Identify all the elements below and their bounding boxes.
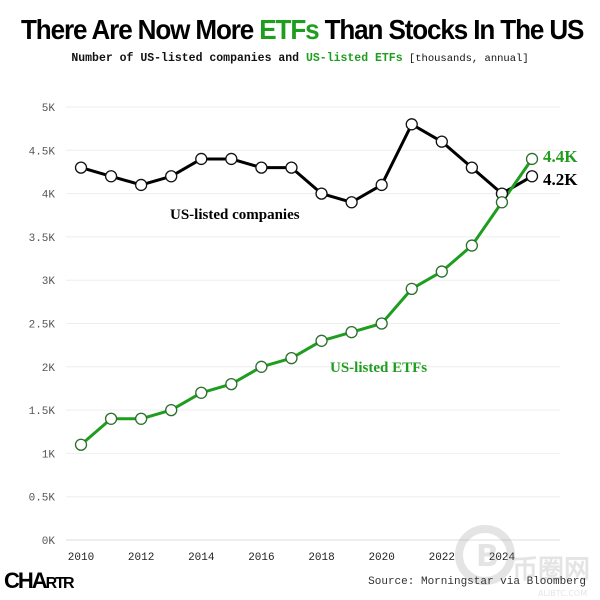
title-accent: ETFs: [259, 14, 319, 45]
data-point: [525, 152, 539, 166]
y-tick-label: 0K: [42, 536, 56, 548]
data-point: [134, 178, 148, 192]
data-point: [195, 152, 208, 166]
data-point: [165, 170, 178, 183]
data-point: [74, 438, 88, 451]
data-point: [225, 377, 238, 391]
y-tick-label: 3K: [42, 276, 56, 288]
data-point: [465, 239, 479, 252]
data-point: [315, 187, 328, 200]
svg-text:ALIBTC.COM: ALIBTC.COM: [538, 589, 587, 598]
x-tick-label: 2010: [68, 552, 94, 564]
data-point: [435, 135, 448, 148]
subtitle-accent: US-listed ETFs: [305, 52, 403, 65]
x-tick-label: 2020: [368, 552, 394, 564]
data-point: [465, 161, 479, 174]
series-label-companies: US-listed companies: [170, 207, 300, 223]
series-label-etfs: US-listed ETFs: [330, 360, 427, 376]
y-tick-label: 0.5K: [29, 493, 56, 505]
data-point: [255, 360, 268, 373]
y-tick-label: 3.5K: [29, 233, 56, 245]
data-point: [255, 161, 268, 174]
data-point: [104, 170, 118, 183]
data-point: [405, 282, 418, 296]
data-point: [315, 334, 328, 347]
data-point: [495, 196, 509, 209]
chart-title: There Are Now More ETFs Than Stocks In T…: [21, 14, 584, 46]
y-tick-label: 5K: [42, 103, 56, 115]
y-tick-label: 2.5K: [29, 320, 56, 332]
data-point: [345, 326, 358, 339]
series-line-companies: [80, 122, 533, 204]
data-point: [225, 152, 238, 166]
end-label-companies: 4.2K: [543, 170, 578, 189]
series-line-etfs: [80, 158, 534, 446]
x-tick-label: 2014: [188, 552, 215, 564]
x-axis-ticks: 2010 2012 2014 2016 2018 2020 2022 2024: [68, 552, 516, 564]
data-point: [134, 412, 148, 425]
logo-big: CHA: [4, 568, 48, 593]
y-tick-label: 2K: [42, 363, 56, 375]
end-label-etfs: 4.4K: [543, 147, 578, 166]
title-post: Than Stocks In The US: [318, 14, 585, 45]
data-point: [285, 351, 298, 365]
data-point: [195, 386, 208, 399]
data-point: [435, 265, 448, 278]
data-point: [104, 412, 118, 425]
data-point: [165, 403, 178, 417]
y-tick-label: 1K: [42, 449, 56, 461]
logo-small: RTR: [45, 575, 75, 592]
y-tick-label: 4.5K: [29, 146, 56, 158]
data-point: [285, 161, 298, 174]
y-tick-label: 1.5K: [29, 406, 56, 418]
source-note: Source: Morningstar via Bloomberg: [368, 576, 586, 588]
data-point: [345, 196, 358, 209]
series-labels: US-listed companies US-listed ETFs 4.2K 4.4…: [170, 147, 578, 376]
x-tick-label: 2012: [128, 552, 154, 564]
y-axis-ticks: 0K 0.5K 1K 1.5K 2K 2.5K 3K 3.5K 4K 4.5K 5K: [29, 103, 56, 548]
x-tick-label: 2024: [489, 552, 516, 564]
chartr-logo: CHARTR: [4, 568, 75, 594]
x-tick-label: 2022: [429, 552, 455, 564]
subtitle-post: [thousands, annual]: [402, 53, 529, 65]
title-pre: There Are Now More: [21, 14, 260, 45]
chart-subtitle: Number of US-listed companies and US-lis…: [0, 52, 600, 65]
x-tick-label: 2018: [308, 552, 334, 564]
grid-lines: [66, 106, 560, 541]
data-point: [405, 118, 418, 131]
data-point: [525, 170, 539, 183]
data-point: [375, 317, 388, 330]
x-tick-label: 2016: [248, 552, 274, 564]
series-lines: [74, 118, 539, 451]
data-point: [375, 178, 388, 192]
subtitle-pre: Number of US-listed companies and: [71, 52, 306, 65]
y-tick-label: 4K: [42, 190, 56, 202]
data-point: [74, 161, 88, 174]
